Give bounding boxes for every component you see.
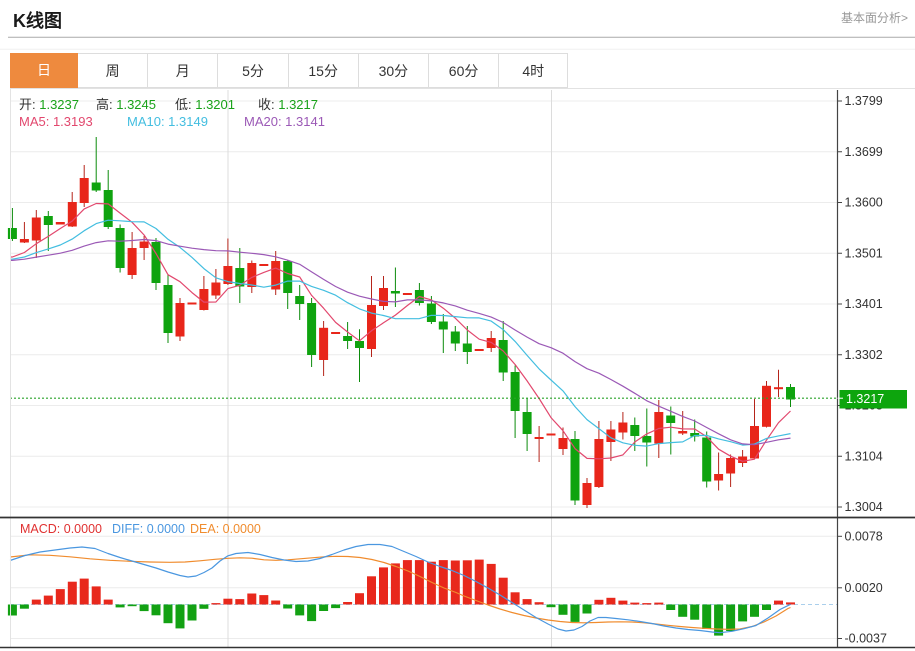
svg-text:1.3401: 1.3401 <box>845 297 883 311</box>
svg-text:1.3699: 1.3699 <box>845 145 883 159</box>
svg-text:1.3600: 1.3600 <box>845 196 883 210</box>
svg-text:高: 1.3245: 高: 1.3245 <box>96 97 156 112</box>
svg-text:1.3501: 1.3501 <box>845 246 883 260</box>
svg-text:MA20: 1.3141: MA20: 1.3141 <box>244 114 325 129</box>
svg-text:MA5: 1.3193: MA5: 1.3193 <box>19 114 93 129</box>
svg-text:1.3302: 1.3302 <box>845 348 883 362</box>
svg-text:1.3217: 1.3217 <box>846 392 884 406</box>
svg-text:0.0078: 0.0078 <box>845 530 883 544</box>
svg-text:DEA: 0.0000: DEA: 0.0000 <box>190 522 261 536</box>
svg-text:1.3104: 1.3104 <box>845 449 883 463</box>
svg-text:开: 1.3237: 开: 1.3237 <box>19 97 79 112</box>
svg-text:1.3004: 1.3004 <box>845 500 883 514</box>
svg-text:0.0020: 0.0020 <box>845 581 883 595</box>
svg-text:DIFF: 0.0000: DIFF: 0.0000 <box>112 522 185 536</box>
svg-text:1.3799: 1.3799 <box>845 94 883 108</box>
svg-text:-0.0037: -0.0037 <box>845 632 887 646</box>
svg-text:低: 1.3201: 低: 1.3201 <box>175 97 235 112</box>
svg-text:收: 1.3217: 收: 1.3217 <box>258 97 318 112</box>
svg-text:MA10: 1.3149: MA10: 1.3149 <box>127 114 208 129</box>
svg-text:MACD: 0.0000: MACD: 0.0000 <box>20 522 102 536</box>
